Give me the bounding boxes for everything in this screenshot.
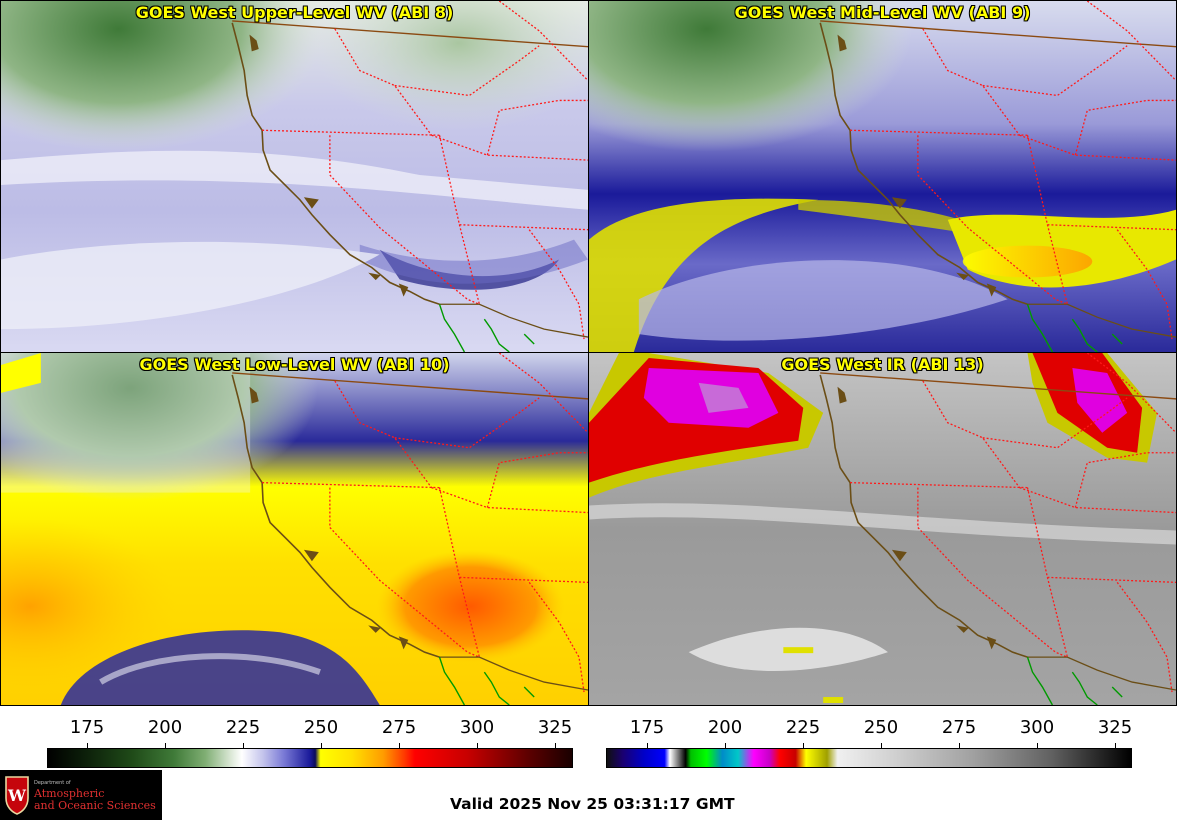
- wv-colorbar-tick: 225: [225, 717, 261, 738]
- wv-tickmark: [555, 743, 556, 748]
- crest-letter: W: [7, 786, 27, 805]
- upper-level-wv-image: [1, 1, 588, 352]
- low-level-wv-image: [1, 353, 588, 705]
- ir-tickmark: [959, 743, 960, 748]
- ir-colorbar-tick: 225: [785, 717, 821, 738]
- wv-tickmark: [321, 743, 322, 748]
- ir-colorbar-tick: 250: [863, 717, 899, 738]
- logo-dept: Department of: [34, 780, 71, 786]
- wv-colorbar-tick: 175: [69, 717, 105, 738]
- wv-colorbar-tick: 325: [537, 717, 573, 738]
- upper-level-wv-panel: GOES West Upper-Level WV (ABI 8): [0, 0, 589, 353]
- ir-colorbar: [606, 748, 1132, 768]
- wv-tickmark: [477, 743, 478, 748]
- wv-colorbar-tick: 200: [147, 717, 183, 738]
- wv-tickmark: [243, 743, 244, 748]
- ir-colorbar-tick: 275: [941, 717, 977, 738]
- panel-title: GOES West Mid-Level WV (ABI 9): [734, 3, 1031, 22]
- wv-colorbar-tick: 275: [381, 717, 417, 738]
- wv-colorbar: [47, 748, 573, 768]
- ir-colorbar-tick: 325: [1097, 717, 1133, 738]
- wv-colorbar-tick: 300: [459, 717, 495, 738]
- panel-title: GOES West Upper-Level WV (ABI 8): [135, 3, 454, 22]
- ir-colorbar-tick: 300: [1019, 717, 1055, 738]
- logo-line2: and Oceanic Sciences: [34, 799, 156, 812]
- mid-level-wv-image: [589, 1, 1176, 352]
- wv-tickmark: [399, 743, 400, 748]
- ir-tickmark: [803, 743, 804, 748]
- panel-title: GOES West Low-Level WV (ABI 10): [139, 355, 450, 374]
- logo-line1: Atmospheric: [34, 787, 105, 800]
- valid-time: Valid 2025 Nov 25 03:31:17 GMT: [450, 795, 735, 813]
- ir-colorbar-tick: 200: [707, 717, 743, 738]
- ir-tickmark: [1115, 743, 1116, 748]
- ir-tickmark: [647, 743, 648, 748]
- wv-tickmark: [87, 743, 88, 748]
- wv-tickmark: [165, 743, 166, 748]
- ir-tickmark: [1037, 743, 1038, 748]
- ir-tickmark: [881, 743, 882, 748]
- mid-level-wv-panel: GOES West Mid-Level WV (ABI 9): [588, 0, 1177, 353]
- low-level-wv-panel: GOES West Low-Level WV (ABI 10): [0, 352, 589, 706]
- wv-colorbar-tick: 250: [303, 717, 339, 738]
- panel-title: GOES West IR (ABI 13): [781, 355, 984, 374]
- ir-image: [589, 353, 1176, 705]
- ir-panel: GOES West IR (ABI 13): [588, 352, 1177, 706]
- aos-logo: W Department of Atmospheric and Oceanic …: [0, 770, 162, 820]
- crest-icon: W: [5, 776, 29, 815]
- ir-tickmark: [725, 743, 726, 748]
- ir-colorbar-tick: 175: [629, 717, 665, 738]
